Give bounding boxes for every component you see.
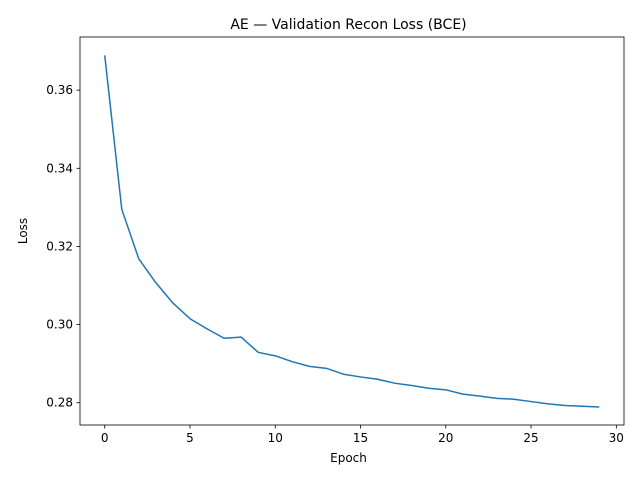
x-tick-label: 10 [268, 431, 283, 445]
x-tick-label: 25 [523, 431, 538, 445]
y-tick-label: 0.36 [46, 83, 73, 97]
y-tick-label: 0.34 [46, 161, 73, 175]
y-tick-label: 0.30 [46, 318, 73, 332]
axis-ticks: 0 5 10 15 20 25 30 0.28 0.30 0.32 0.34 0.36 [46, 83, 624, 445]
plot-area [103, 55, 600, 408]
plot-frame [79, 36, 625, 426]
x-tick-label: 0 [101, 431, 109, 445]
x-tick-label: 5 [186, 431, 194, 445]
y-axis-label: Loss [16, 218, 30, 244]
x-tick-label: 15 [353, 431, 368, 445]
x-tick-label: 30 [609, 431, 624, 445]
y-tick-label: 0.28 [46, 396, 73, 410]
x-tick-label: 20 [438, 431, 453, 445]
x-axis-label: Epoch [330, 451, 367, 465]
y-tick-label: 0.32 [46, 239, 73, 253]
loss-line [103, 55, 600, 408]
chart-title: AE — Validation Recon Loss (BCE) [230, 17, 466, 33]
